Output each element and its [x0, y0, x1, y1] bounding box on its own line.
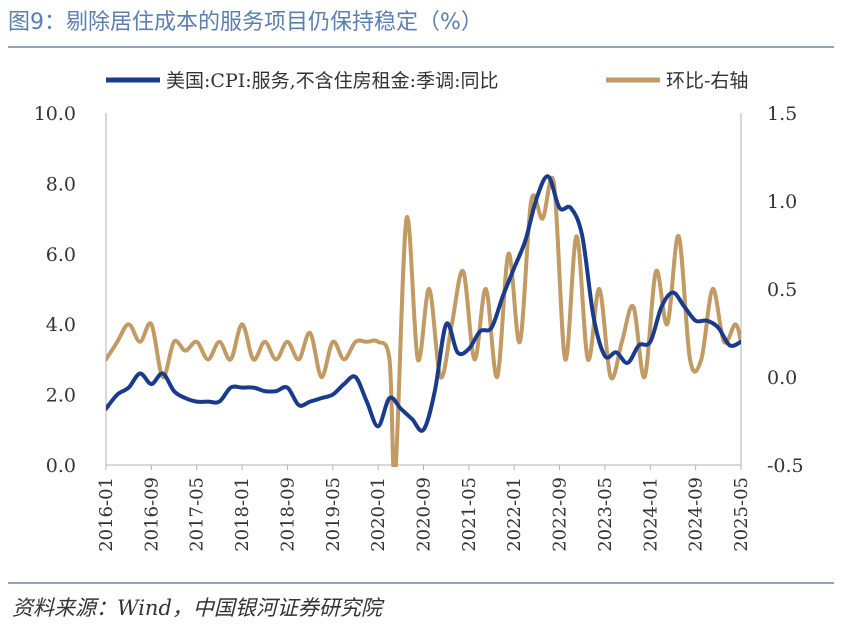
x-tick-label: 2023-05	[595, 477, 616, 552]
x-tick-label: 2020-01	[368, 477, 389, 552]
left-y-tick-label: 6.0	[46, 244, 76, 266]
x-tick-label: 2022-01	[504, 477, 525, 552]
top-divider	[8, 46, 834, 48]
right-y-tick-label: 0.0	[767, 367, 797, 389]
x-tick-label: 2016-09	[141, 477, 162, 552]
left-y-tick-label: 4.0	[46, 314, 76, 336]
plot-area	[106, 174, 741, 467]
legend-label-right-series: 环比-右轴	[666, 70, 748, 92]
x-tick-label: 2019-05	[323, 477, 344, 552]
right-y-tick-label: 1.5	[767, 103, 797, 125]
x-tick-label: 2018-09	[277, 477, 298, 552]
x-tick-label: 2025-05	[731, 477, 752, 552]
dual-axis-line-chart: 美国:CPI:服务,不含住房租金:季调:同比 环比-右轴 2016-01 2016…	[34, 70, 804, 552]
x-tick-label: 2017-05	[187, 477, 208, 552]
x-tick-label: 2022-09	[550, 477, 571, 552]
legend-label-left-series: 美国:CPI:服务,不含住房租金:季调:同比	[166, 70, 498, 92]
right-y-axis-ticks: -0.5 0.0 0.5 1.0 1.5	[767, 103, 804, 477]
x-tick-label: 2021-05	[459, 477, 480, 552]
chart-legend: 美国:CPI:服务,不含住房租金:季调:同比 环比-右轴	[106, 70, 748, 92]
x-tick-label: 2018-01	[232, 477, 253, 552]
left-y-tick-label: 8.0	[46, 173, 76, 195]
left-y-tick-label: 0.0	[46, 455, 76, 477]
chart-axes	[105, 113, 742, 466]
right-y-tick-label: -0.5	[767, 455, 804, 477]
source-note: 资料来源：Wind，中国银河证券研究院	[12, 596, 382, 620]
x-tick-label: 2016-01	[96, 477, 117, 552]
series-line-year-over-year	[106, 174, 741, 433]
bottom-divider	[8, 582, 834, 584]
right-y-tick-label: 1.0	[767, 191, 797, 213]
series-line-month-over-month	[106, 175, 741, 467]
page-title: 图9：剔除居住成本的服务项目仍保持稳定（%）	[8, 10, 483, 35]
left-y-tick-label: 2.0	[46, 385, 76, 407]
x-tick-label: 2024-09	[686, 477, 707, 552]
x-axis-ticks: 2016-01 2016-09 2017-05 2018-01 2018-09 2019-…	[96, 465, 752, 552]
x-tick-label: 2020-09	[414, 477, 435, 552]
x-tick-label: 2024-01	[640, 477, 661, 552]
left-y-tick-label: 10.0	[34, 103, 76, 125]
right-y-tick-label: 0.5	[767, 279, 797, 301]
left-y-axis-ticks: 0.0 2.0 4.0 6.0 8.0 10.0	[34, 103, 76, 477]
